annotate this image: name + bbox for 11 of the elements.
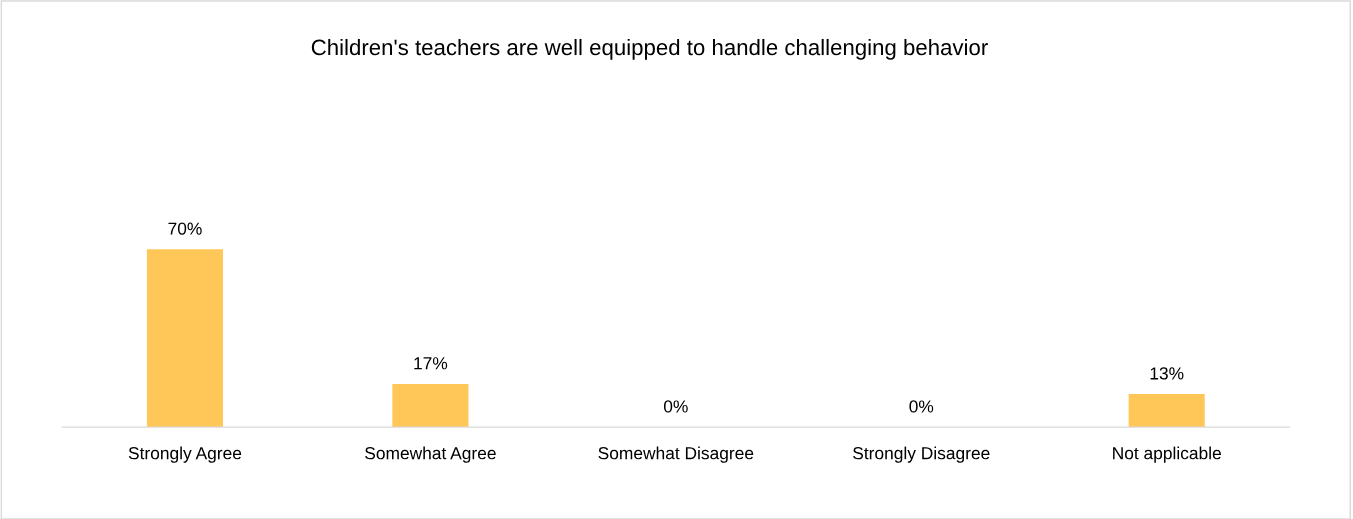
data-label: 17% — [414, 357, 448, 370]
x-tick-label: Somewhat Disagree — [598, 446, 754, 463]
x-tick-label: Not applicable — [1113, 446, 1221, 463]
x-tick-label: Strongly Agree — [128, 446, 242, 463]
data-label: 0% — [909, 400, 934, 413]
data-label: 70% — [168, 222, 202, 235]
x-tick-label: Somewhat Agree — [365, 446, 496, 463]
data-label: 13% — [1150, 367, 1184, 380]
x-tick-label: Strongly Disagree — [853, 446, 990, 463]
chart-title: Children's teachers are well equipped to handle challenging behavior — [311, 38, 988, 60]
data-label: 0% — [663, 400, 688, 413]
